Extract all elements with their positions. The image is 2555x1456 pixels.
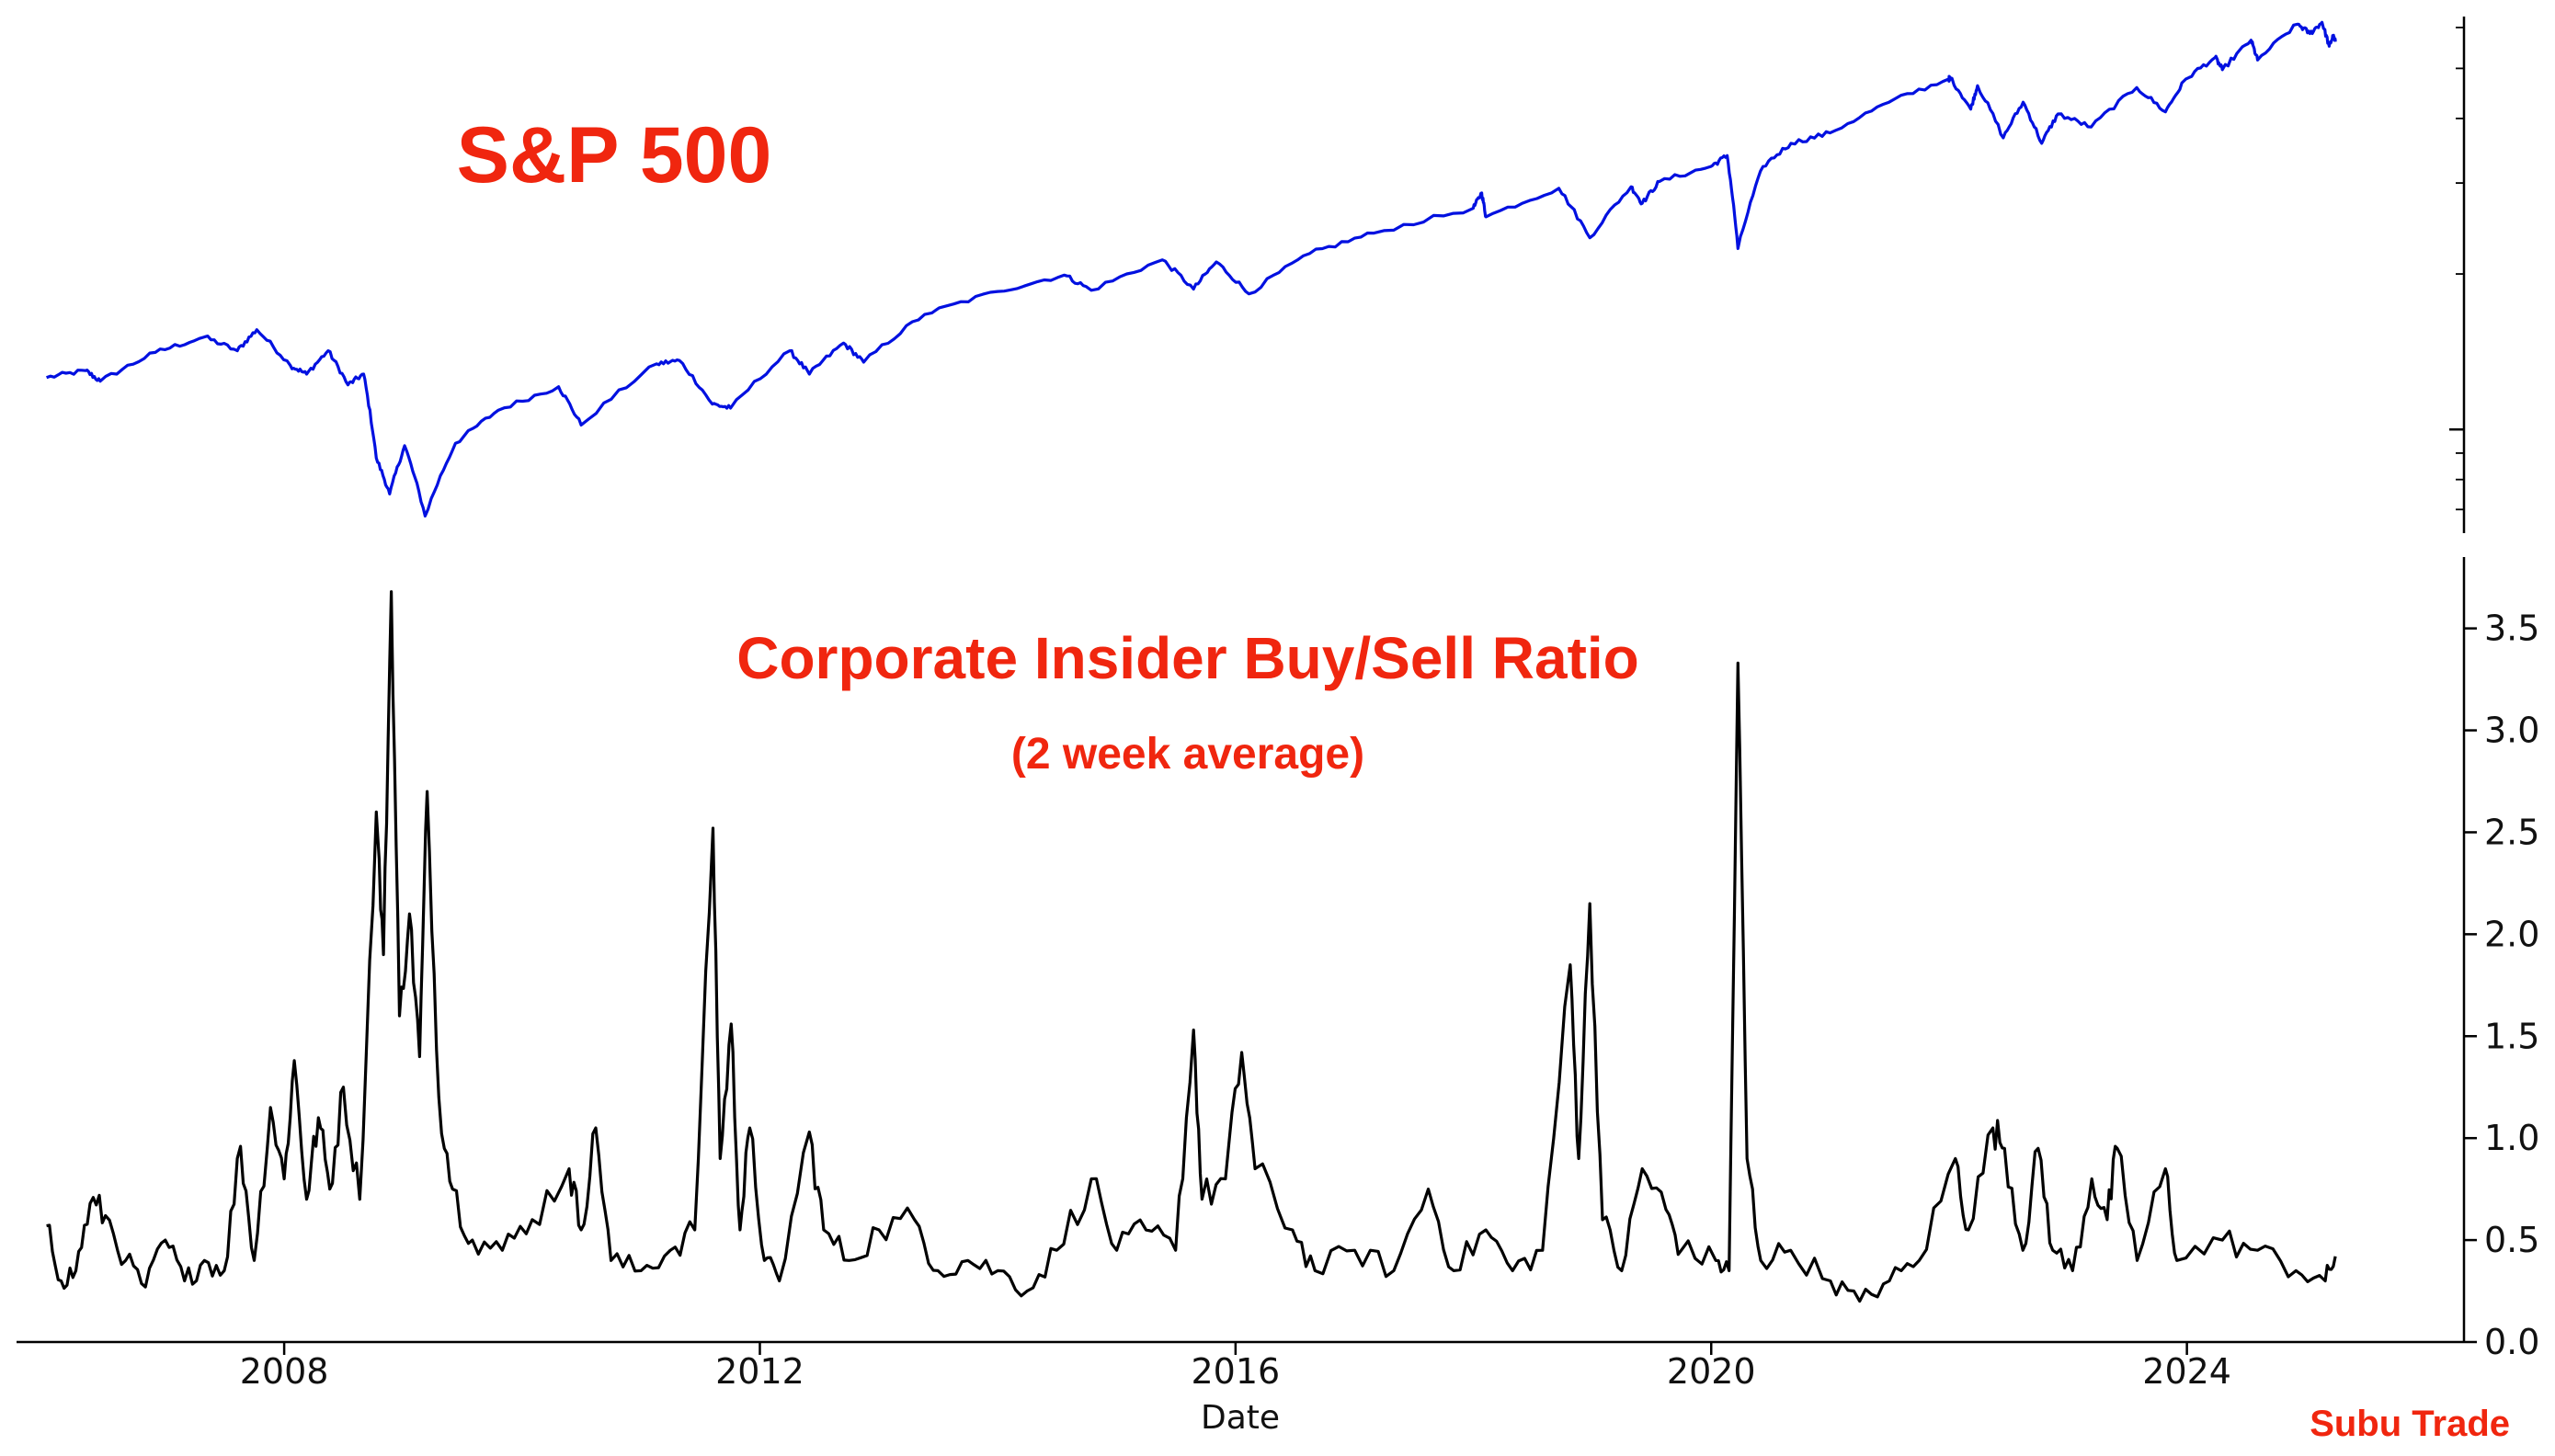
sp500-annotation: S&P 500 [457, 111, 772, 199]
y-tick-label: 1.5 [2484, 1016, 2539, 1056]
bottom-y-ticks: 0.0 0.5 1.0 1.5 2.0 2.5 3.0 3.5 [2464, 609, 2539, 1362]
y-tick-label: 0.5 [2484, 1220, 2539, 1260]
y-tick-label: 0.0 [2484, 1322, 2539, 1362]
x-axis-title: Date [1201, 1399, 1280, 1437]
x-tick-label: 2024 [2142, 1351, 2231, 1392]
insider-ratio-subannotation: (2 week average) [1011, 730, 1364, 779]
x-tick-label: 2008 [240, 1351, 329, 1392]
y-tick-label: 2.5 [2484, 812, 2539, 852]
top-y-ticks [2449, 27, 2464, 511]
x-tick-label: 2016 [1192, 1351, 1281, 1392]
bottom-panel: 0.0 0.5 1.0 1.5 2.0 2.5 3.0 3.5 2008 2012 2016 202… [17, 557, 2539, 1437]
insider-ratio-line [46, 590, 2337, 1303]
y-tick-label: 3.0 [2484, 711, 2539, 751]
y-tick-label: 2.0 [2484, 914, 2539, 954]
y-tick-label: 1.0 [2484, 1118, 2539, 1158]
top-panel: S&P 500 [46, 17, 2466, 533]
x-tick-label: 2012 [715, 1351, 804, 1392]
insider-ratio-annotation: Corporate Insider Buy/Sell Ratio [736, 625, 1639, 691]
bottom-x-ticks: 2008 2012 2016 2020 2024 [240, 1342, 2231, 1392]
x-tick-label: 2020 [1667, 1351, 1756, 1392]
y-tick-label: 3.5 [2484, 609, 2539, 649]
watermark-text: Subu Trade [2310, 1404, 2510, 1444]
sp500-line [46, 20, 2337, 518]
